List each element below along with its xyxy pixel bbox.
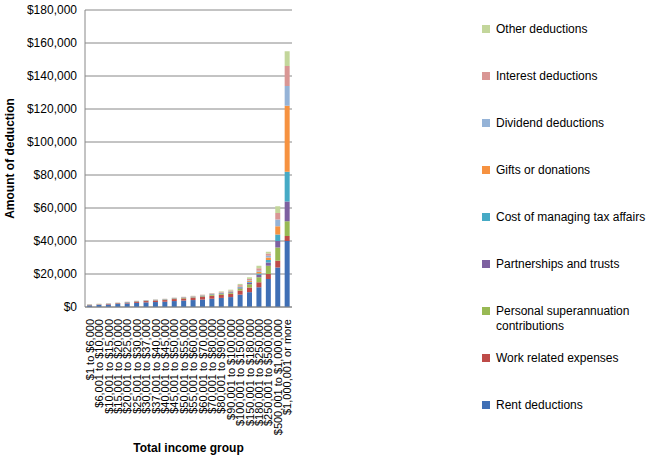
html-text:Rent deductions: Rent deductions xyxy=(496,398,583,412)
svg-text:$80,001 to $90,000: $80,001 to $90,000 xyxy=(215,319,228,414)
svg-text:$120,000: $120,000 xyxy=(27,102,77,116)
html-text:Cost of managing tax affairs: Cost of managing tax affairs xyxy=(496,210,646,224)
svg-text:$500,001 to $1,000,000: $500,001 to $1,000,000 xyxy=(271,319,284,436)
svg-text:$250,001 to $500,000: $250,001 to $500,000 xyxy=(262,319,275,426)
svg-text:$50,001 to $55,000: $50,001 to $55,000 xyxy=(177,319,190,414)
svg-text:$45,001 to $50,000: $45,001 to $50,000 xyxy=(168,319,181,414)
svg-text:$37,001 to $40,000: $37,001 to $40,000 xyxy=(149,319,162,414)
svg-text:$140,000: $140,000 xyxy=(27,69,77,83)
svg-text:$100,001 to $150,000: $100,001 to $150,000 xyxy=(234,319,247,426)
svg-text:$30,001 to $37,000: $30,001 to $37,000 xyxy=(140,319,153,414)
svg-text:$25,001 to $30,000: $25,001 to $30,000 xyxy=(130,319,143,414)
html-text:Interest deductions: Interest deductions xyxy=(496,69,598,83)
svg-text:$180,000: $180,000 xyxy=(27,3,77,17)
svg-text:$70,001 to $80,000: $70,001 to $80,000 xyxy=(206,319,218,414)
html-text:Gifts or donations: Gifts or donations xyxy=(496,163,591,177)
html-text:Partnerships and trusts: Partnerships and trusts xyxy=(496,257,620,271)
html-text:Personal superannuation contri: Personal superannuation contributions xyxy=(496,304,630,333)
svg-text:$20,000: $20,000 xyxy=(34,267,78,281)
svg-text:$80,000: $80,000 xyxy=(34,168,78,182)
svg-text:$160,000: $160,000 xyxy=(27,36,77,50)
html-text:Dividend deductions: Dividend deductions xyxy=(496,116,605,130)
svg-text:$6,001 to $10,000: $6,001 to $10,000 xyxy=(93,319,106,408)
svg-text:$20,001 to $25,000: $20,001 to $25,000 xyxy=(121,319,134,414)
svg-text:$150,001 to $180,000: $150,001 to $180,000 xyxy=(243,319,256,426)
svg-text:$100,000: $100,000 xyxy=(27,135,77,149)
svg-text:$0: $0 xyxy=(64,300,78,314)
svg-text:$90,001 to $100,000: $90,001 to $100,000 xyxy=(224,319,237,420)
svg-text:Total income group: Total income group xyxy=(133,441,243,455)
svg-text:$60,001 to $70,000: $60,001 to $70,000 xyxy=(196,319,209,414)
svg-text:$1 to $6,000: $1 to $6,000 xyxy=(83,319,96,381)
svg-text:$55,001 to $60,000: $55,001 to $60,000 xyxy=(187,319,200,414)
html-text:Other deductions: Other deductions xyxy=(496,22,588,36)
svg-text:$15,001 to $20,000: $15,001 to $20,000 xyxy=(111,319,124,414)
svg-text:$1,000,001 or more: $1,000,001 or more xyxy=(281,319,293,415)
svg-text:$10,001 to $15,000: $10,001 to $15,000 xyxy=(102,319,115,414)
html-text:Work related expenses: Work related expenses xyxy=(496,351,619,365)
svg-text:Amount of deduction: Amount of deduction xyxy=(8,98,17,219)
svg-text:$60,000: $60,000 xyxy=(34,201,78,215)
svg-text:$40,000: $40,000 xyxy=(34,234,78,248)
svg-text:$180,001 to $250,000: $180,001 to $250,000 xyxy=(253,319,266,426)
svg-text:$40,001 to $45,000: $40,001 to $45,000 xyxy=(159,319,171,414)
